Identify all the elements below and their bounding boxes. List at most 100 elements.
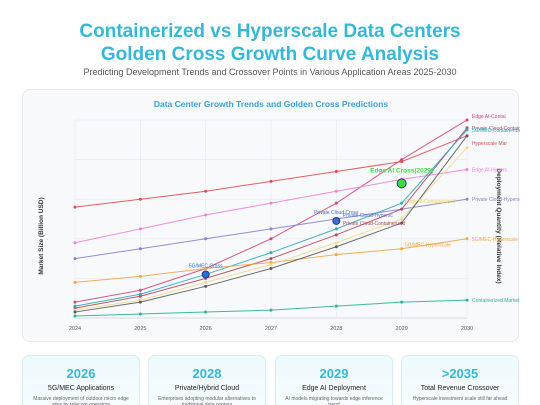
card-desc: Massive deployment of outdoor micro edge…	[33, 396, 129, 405]
data-point	[73, 300, 77, 304]
x-tick-label: 2030	[461, 326, 473, 332]
data-point	[334, 245, 338, 249]
data-point	[334, 227, 338, 231]
crossover-label: Private Cloud Cross	[314, 210, 359, 216]
annotation-label: 5G/MEC-Hyperscale	[405, 243, 451, 249]
data-point	[400, 160, 404, 164]
data-point	[334, 233, 338, 237]
data-point	[465, 298, 469, 302]
data-point	[334, 304, 338, 308]
data-point	[334, 253, 338, 257]
data-point	[400, 300, 404, 304]
page-subtitle: Predicting Development Trends and Crosso…	[83, 67, 457, 77]
milestone-cards: 2026 5G/MEC Applications Massive deploym…	[22, 355, 519, 405]
card-desc: Hyperscale investment scale still far ah…	[412, 396, 508, 402]
series-label: Private Cloud-Containerized	[472, 126, 520, 132]
data-point	[269, 201, 273, 205]
data-point	[73, 241, 77, 245]
card-title: Edge AI Deployment	[302, 385, 366, 392]
x-tick-label: 2025	[134, 326, 146, 332]
data-point	[204, 267, 208, 270]
data-point	[465, 237, 469, 241]
data-point	[138, 247, 142, 251]
data-point	[334, 189, 338, 193]
data-point	[204, 213, 208, 217]
data-point	[465, 146, 469, 150]
data-point	[138, 292, 142, 296]
series-lines	[73, 118, 469, 318]
milestone-card: 2028 Private/Hybrid Cloud Enterprises ad…	[148, 355, 266, 405]
data-point	[334, 201, 338, 205]
card-title: Total Revenue Crossover	[420, 385, 500, 392]
chart-labels: Edge AI-Contai Hyperscale Mar Edge AI-Hype…	[189, 114, 535, 304]
card-year: 2026	[66, 366, 96, 381]
data-point	[138, 274, 142, 278]
data-point	[334, 169, 338, 173]
chart-panel: Data Center Growth Trends and Golden Cro…	[22, 89, 535, 342]
series-label: Edge AI-Hypers	[472, 168, 508, 174]
data-point	[73, 280, 77, 284]
data-point	[73, 257, 77, 261]
crossover-marker	[201, 270, 210, 279]
card-year: 2029	[319, 366, 349, 381]
x-tick-label: 2027	[265, 326, 277, 332]
series-label: 5G/MEC-Containerized	[472, 128, 520, 134]
card-desc: AI models migrating towards edge inferen…	[285, 396, 383, 405]
data-point	[465, 168, 469, 171]
x-tick-label: 2024	[69, 326, 81, 332]
title-line-2: Golden Cross Growth Curve Analysis	[100, 44, 440, 65]
x-tick-label: 2028	[330, 326, 342, 332]
data-point	[269, 257, 273, 261]
series-label: Private Cloud-Hypersc	[472, 197, 520, 203]
card-year: 2028	[192, 366, 222, 381]
growth-chart: Data Center Growth Trends and Golden Cro…	[38, 99, 535, 332]
chart-title: Data Center Growth Trends and Golden Cro…	[154, 99, 389, 109]
milestone-card: 2029 Edge AI Deployment AI models migrat…	[275, 355, 393, 405]
data-point	[465, 197, 469, 201]
grid: 2024 2025 2026 2027 2028 2029 2030	[69, 119, 473, 332]
data-point	[73, 314, 77, 318]
x-tick-label: 2026	[200, 326, 212, 332]
crossover-marker	[396, 178, 407, 189]
series-label: 5G/MEC-Hyperscale	[472, 237, 518, 243]
annotation-label: Private Cloud-Hypersc	[343, 213, 394, 219]
data-point	[204, 237, 208, 241]
data-point	[269, 237, 273, 241]
data-point	[400, 221, 404, 225]
data-point	[269, 263, 273, 267]
data-point	[400, 247, 404, 251]
page-title: Containerized vs Hyperscale Data Centers…	[0, 20, 540, 66]
card-year: >2035	[441, 366, 479, 381]
crossover-marker	[332, 216, 341, 225]
data-point	[138, 227, 142, 231]
series-label: Containerized Market	[472, 298, 520, 304]
data-point	[400, 217, 404, 221]
crossover-label: Edge AI Cross(2029)	[370, 167, 433, 174]
data-point	[400, 207, 404, 211]
data-point	[73, 304, 77, 308]
crossover-label: 5G/MEC Cross	[189, 263, 223, 269]
data-point	[73, 310, 77, 314]
data-point	[400, 201, 404, 205]
title-line-1: Containerized vs Hyperscale Data Centers	[79, 21, 461, 42]
data-point	[269, 251, 273, 255]
x-tick-label: 2029	[396, 326, 408, 332]
card-title: 5G/MEC Applications	[47, 385, 115, 392]
milestone-card: >2035 Total Revenue Crossover Hyperscale…	[401, 355, 519, 405]
data-point	[269, 227, 273, 231]
data-point	[334, 241, 338, 245]
data-point	[465, 134, 469, 138]
data-point	[269, 308, 273, 312]
data-point	[138, 300, 142, 304]
card-title: Private/Hybrid Cloud	[174, 385, 240, 392]
milestone-card: 2026 5G/MEC Applications Massive deploym…	[22, 355, 140, 405]
annotation-label: Private Cloud-Containerized	[343, 221, 406, 227]
data-point	[269, 179, 273, 183]
data-point	[204, 310, 208, 314]
series-label: Edge AI-Contai	[472, 114, 506, 120]
data-point	[204, 280, 208, 284]
data-point	[269, 267, 273, 270]
data-point	[465, 118, 469, 122]
data-point	[138, 312, 142, 316]
